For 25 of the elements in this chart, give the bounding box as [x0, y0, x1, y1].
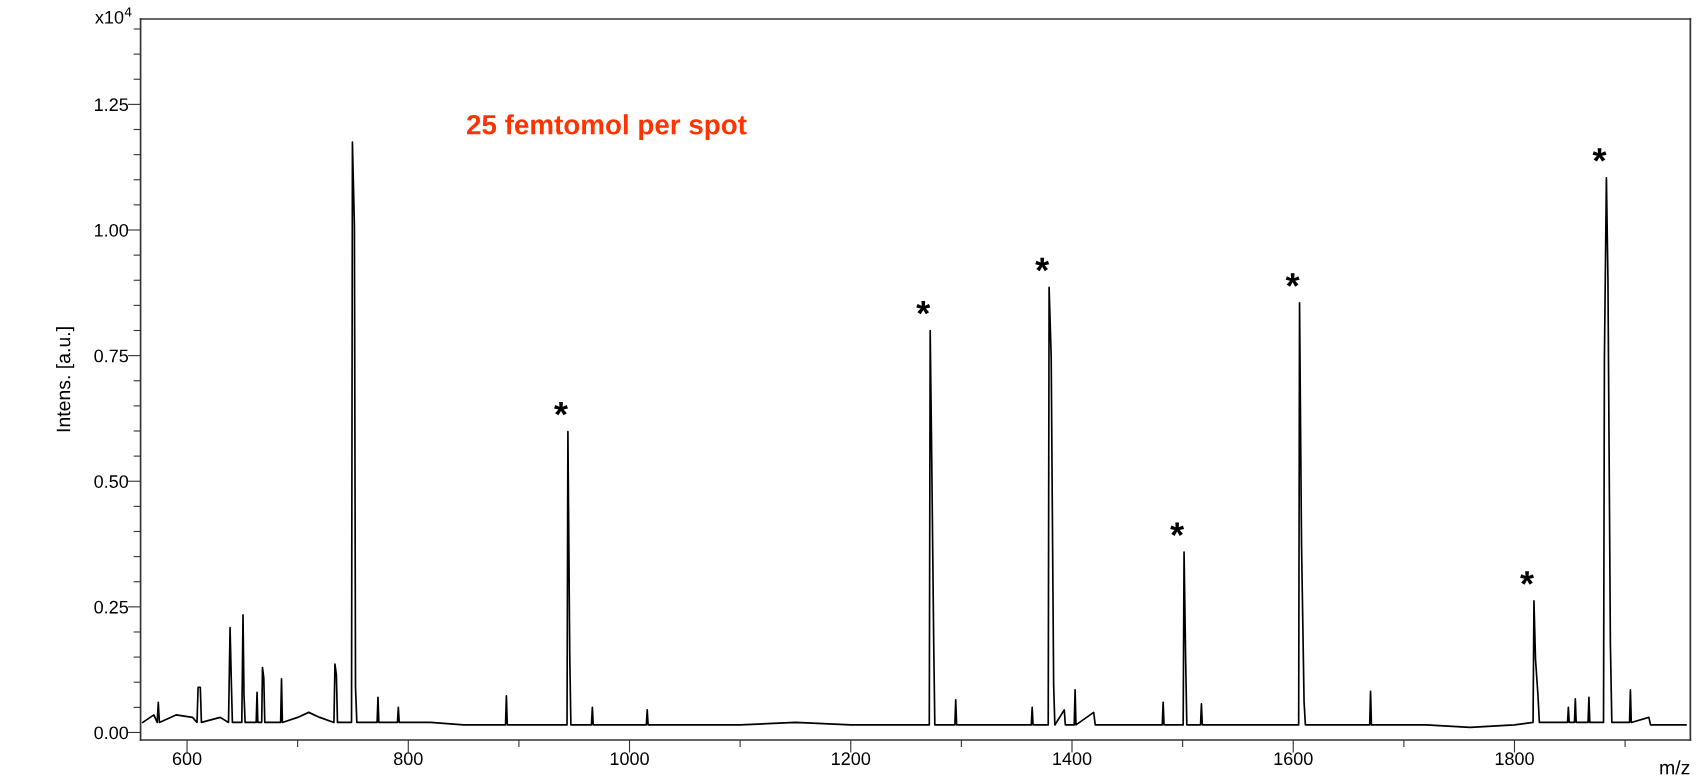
line-series	[141, 141, 1687, 729]
y-tick-label: 0.00	[94, 726, 129, 740]
x-tick-label: 1400	[1053, 752, 1092, 766]
annotation: *	[1592, 148, 1607, 162]
x-axis-title: m/z	[1660, 760, 1690, 775]
x-tick-label: 1200	[832, 752, 871, 766]
text: 25 femtomol per spot	[467, 114, 747, 141]
annotation: *	[554, 401, 568, 416]
annotation: *	[1170, 522, 1185, 536]
annotation: *	[1520, 571, 1534, 585]
y-tick-label: 1.00	[95, 223, 129, 237]
x-tick-label: 1600	[1274, 752, 1313, 766]
y-tick-label: 0.75	[94, 349, 129, 363]
y-tick-label: 0.25	[94, 600, 129, 614]
x-tick-label: 800	[394, 752, 423, 766]
y-tick-label: 0.50	[94, 475, 129, 488]
y-tick-label: 1.25	[95, 98, 129, 112]
y-axis-title: Intens. [a.u.]	[56, 327, 75, 432]
annotation: *	[916, 300, 931, 315]
annotation: *	[1035, 257, 1050, 272]
x-tick-label: 1000	[610, 752, 649, 766]
annotation: *	[1285, 273, 1300, 287]
x-tick-label: 1800	[1495, 752, 1534, 766]
text: x10$^{4}$	[95, 7, 132, 24]
x-tick-label: 600	[172, 752, 202, 766]
